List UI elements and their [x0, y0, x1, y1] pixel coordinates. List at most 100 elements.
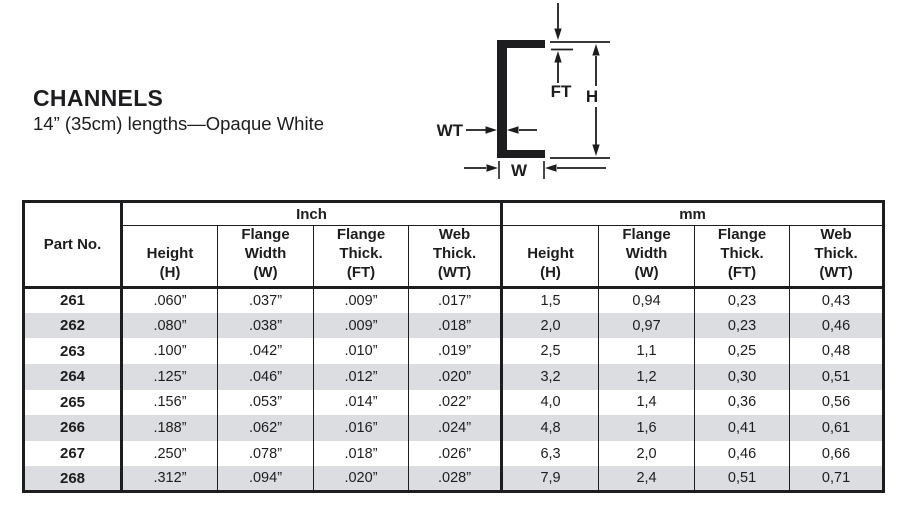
page-title: CHANNELS	[33, 85, 164, 111]
value-cell: .156”	[121, 389, 218, 416]
arrow-wt-right	[466, 126, 497, 134]
col-header-mm-web-thick: Web Thick. (WT)	[789, 225, 885, 289]
value-cell: 0,36	[694, 389, 791, 416]
value-cell: .019”	[407, 338, 504, 364]
value-cell: .053”	[217, 389, 314, 416]
value-cell: 7,9	[501, 466, 600, 492]
value-cell: 4,0	[501, 389, 600, 416]
part-no-cell: 261	[23, 287, 123, 313]
part-no-cell: 265	[23, 389, 123, 416]
value-cell: .038”	[217, 312, 314, 339]
col-header-inch-height: Height (H)	[121, 225, 218, 289]
value-cell: .080”	[121, 312, 218, 339]
value-cell: 2,0	[598, 440, 696, 467]
value-cell: 2,5	[501, 338, 600, 364]
table-row: 265 .156” .053” .014” .022” 4,0 1,4 0,36…	[23, 389, 885, 416]
value-cell: 0,71	[789, 466, 885, 492]
value-cell: 1,2	[598, 363, 696, 390]
arrow-w-left	[545, 164, 606, 172]
value-cell: .012”	[313, 363, 409, 390]
value-cell: .060”	[121, 287, 218, 313]
table-row: 263 .100” .042” .010” .019” 2,5 1,1 0,25…	[23, 338, 885, 364]
value-cell: 0,94	[598, 287, 696, 313]
value-cell: 0,66	[789, 440, 885, 467]
arrow-h-up	[592, 44, 600, 86]
value-cell: 0,23	[694, 312, 791, 339]
value-cell: 0,25	[694, 338, 791, 364]
value-cell: 4,8	[501, 415, 600, 441]
part-no-cell: 264	[23, 363, 123, 390]
value-cell: .014”	[313, 389, 409, 416]
col-header-inch-flange-width: Flange Width (W)	[217, 225, 314, 289]
value-cell: 0,46	[694, 440, 791, 467]
value-cell: 1,1	[598, 338, 696, 364]
flange-thickness-label: FT	[551, 82, 572, 101]
unit-group-header-row: Part No. Inch mm	[23, 201, 885, 289]
height-label: H	[586, 87, 598, 106]
arrow-w-right	[464, 164, 498, 172]
value-cell: .016”	[313, 415, 409, 441]
part-no-cell: 266	[23, 415, 123, 441]
value-cell: 0,56	[789, 389, 885, 416]
col-header-mm-height: Height (H)	[501, 225, 600, 289]
value-cell: 2,0	[501, 312, 600, 339]
table-row: 261 .060” .037” .009” .017” 1,5 0,94 0,2…	[23, 287, 885, 313]
value-cell: 0,51	[789, 363, 885, 390]
value-cell: .026”	[407, 440, 504, 467]
value-cell: 0,41	[694, 415, 791, 441]
value-cell: .009”	[313, 312, 409, 339]
value-cell: .188”	[121, 415, 218, 441]
table-row: 268 .312” .094” .020” .028” 7,9 2,4 0,51…	[23, 466, 885, 492]
value-cell: 1,4	[598, 389, 696, 416]
value-cell: 1,6	[598, 415, 696, 441]
title-block: CHANNELS 14” (35cm) lengths—Opaque White	[33, 86, 324, 134]
web-thickness-label: WT	[437, 121, 464, 140]
value-cell: 0,43	[789, 287, 885, 313]
value-cell: .024”	[407, 415, 504, 441]
value-cell: .037”	[217, 287, 314, 313]
part-no-cell: 262	[23, 312, 123, 339]
table-row: 262 .080” .038” .009” .018” 2,0 0,97 0,2…	[23, 312, 885, 339]
value-cell: 1,5	[501, 287, 600, 313]
col-header-inch-web-thick: Web Thick. (WT)	[407, 225, 504, 289]
arrow-wt-left-inner	[507, 126, 537, 134]
value-cell: .046”	[217, 363, 314, 390]
value-cell: .250”	[121, 440, 218, 467]
value-cell: .028”	[407, 466, 504, 492]
value-cell: .009”	[313, 287, 409, 313]
col-group-mm: mm	[501, 201, 885, 226]
value-cell: .062”	[217, 415, 314, 441]
part-no-cell: 268	[23, 466, 123, 492]
part-no-cell: 263	[23, 338, 123, 364]
value-cell: 6,3	[501, 440, 600, 467]
col-header-inch-flange-thick: Flange Thick. (FT)	[313, 225, 409, 289]
value-cell: .017”	[407, 287, 504, 313]
value-cell: 0,51	[694, 466, 791, 492]
arrow-h-down	[592, 107, 600, 156]
channel-profile-shape	[497, 40, 545, 158]
arrow-ft-up	[554, 51, 562, 83]
value-cell: .020”	[407, 363, 504, 390]
col-header-mm-flange-thick: Flange Thick. (FT)	[694, 225, 791, 289]
value-cell: 0,48	[789, 338, 885, 364]
value-cell: .022”	[407, 389, 504, 416]
value-cell: .078”	[217, 440, 314, 467]
value-cell: 3,2	[501, 363, 600, 390]
table-row: 267 .250” .078” .018” .026” 6,3 2,0 0,46…	[23, 440, 885, 467]
channel-spec-table: Part No. Inch mm Height (H) Flange Width…	[22, 200, 886, 494]
part-no-cell: 267	[23, 440, 123, 467]
value-cell: .100”	[121, 338, 218, 364]
value-cell: .020”	[313, 466, 409, 492]
page-subtitle: 14” (35cm) lengths—Opaque White	[33, 113, 324, 135]
value-cell: .018”	[407, 312, 504, 339]
table-row: 264 .125” .046” .012” .020” 3,2 1,2 0,30…	[23, 363, 885, 390]
col-group-inch: Inch	[120, 201, 504, 226]
width-label: W	[511, 161, 528, 180]
col-header-part-no: Part No.	[23, 201, 123, 289]
value-cell: 0,30	[694, 363, 791, 390]
value-cell: .010”	[313, 338, 409, 364]
value-cell: 0,61	[789, 415, 885, 441]
value-cell: .125”	[121, 363, 218, 390]
value-cell: 0,46	[789, 312, 885, 339]
